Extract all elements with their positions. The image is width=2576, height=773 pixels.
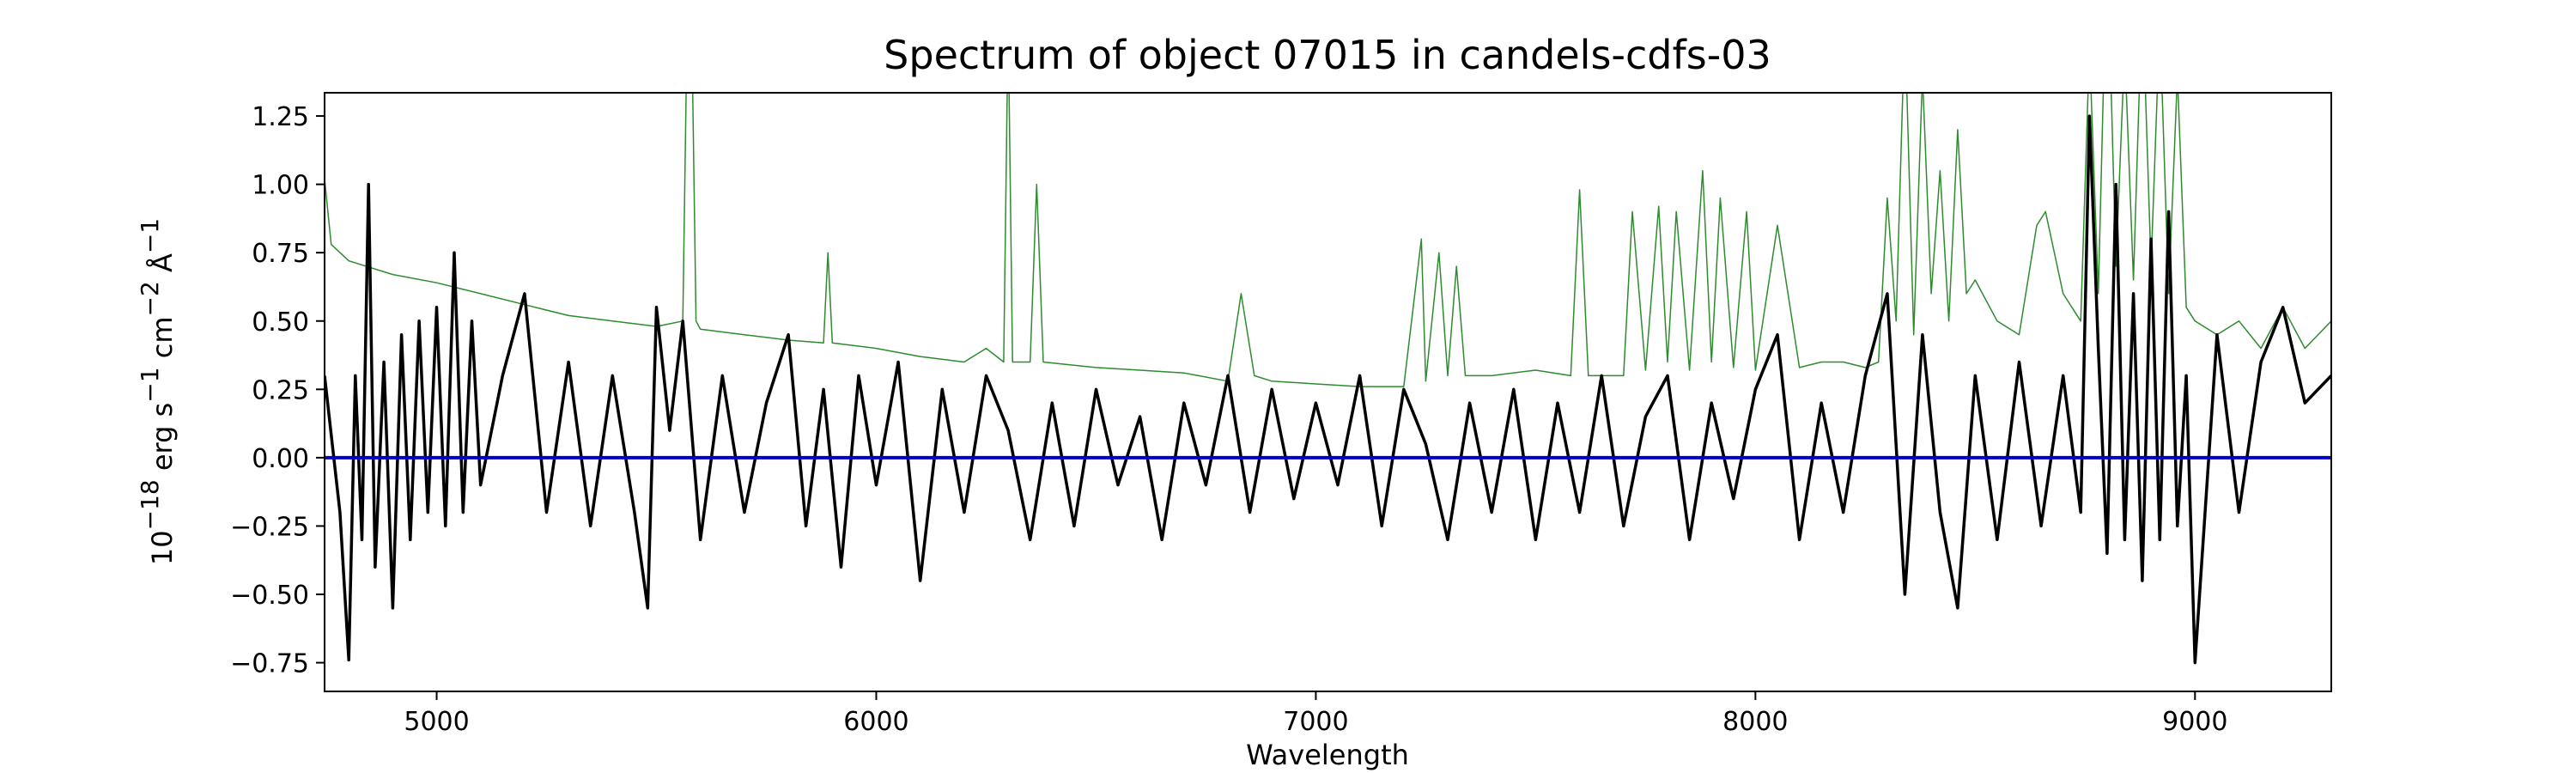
y-tick-label: 0.75 — [252, 239, 309, 269]
y-tick-label: 0.00 — [252, 444, 309, 474]
error-series-line — [325, 93, 2331, 387]
y-tick-label: −0.50 — [230, 581, 309, 611]
y-tick-label: 0.25 — [252, 375, 309, 405]
x-axis-label: Wavelength — [1246, 739, 1409, 771]
x-tick-label: 7000 — [1283, 707, 1348, 737]
y-tick-label: −0.75 — [230, 649, 309, 679]
y-axis-label: 10−18 erg s−1 cm−2 Å−1 — [136, 218, 179, 565]
x-tick-label: 5000 — [404, 707, 469, 737]
flux-series-line — [325, 114, 2331, 665]
y-tick-label: 0.50 — [252, 307, 309, 338]
plot-frame — [324, 92, 2332, 692]
y-tick-label: 1.00 — [252, 171, 309, 201]
x-tick-label: 8000 — [1722, 707, 1788, 737]
series-layer — [325, 93, 2331, 665]
x-axis: 5000 6000 7000 8000 9000 — [404, 691, 2227, 737]
x-tick-label: 6000 — [843, 707, 908, 737]
chart-title: Spectrum of object 07015 in candels-cdfs… — [884, 32, 1771, 78]
x-tick-label: 9000 — [2162, 707, 2227, 737]
y-tick-label: −0.25 — [230, 512, 309, 542]
y-axis: −0.75 −0.50 −0.25 0.00 0.25 0.50 0.75 1.00 1.25 — [230, 102, 325, 679]
y-tick-label: 1.25 — [252, 102, 309, 132]
